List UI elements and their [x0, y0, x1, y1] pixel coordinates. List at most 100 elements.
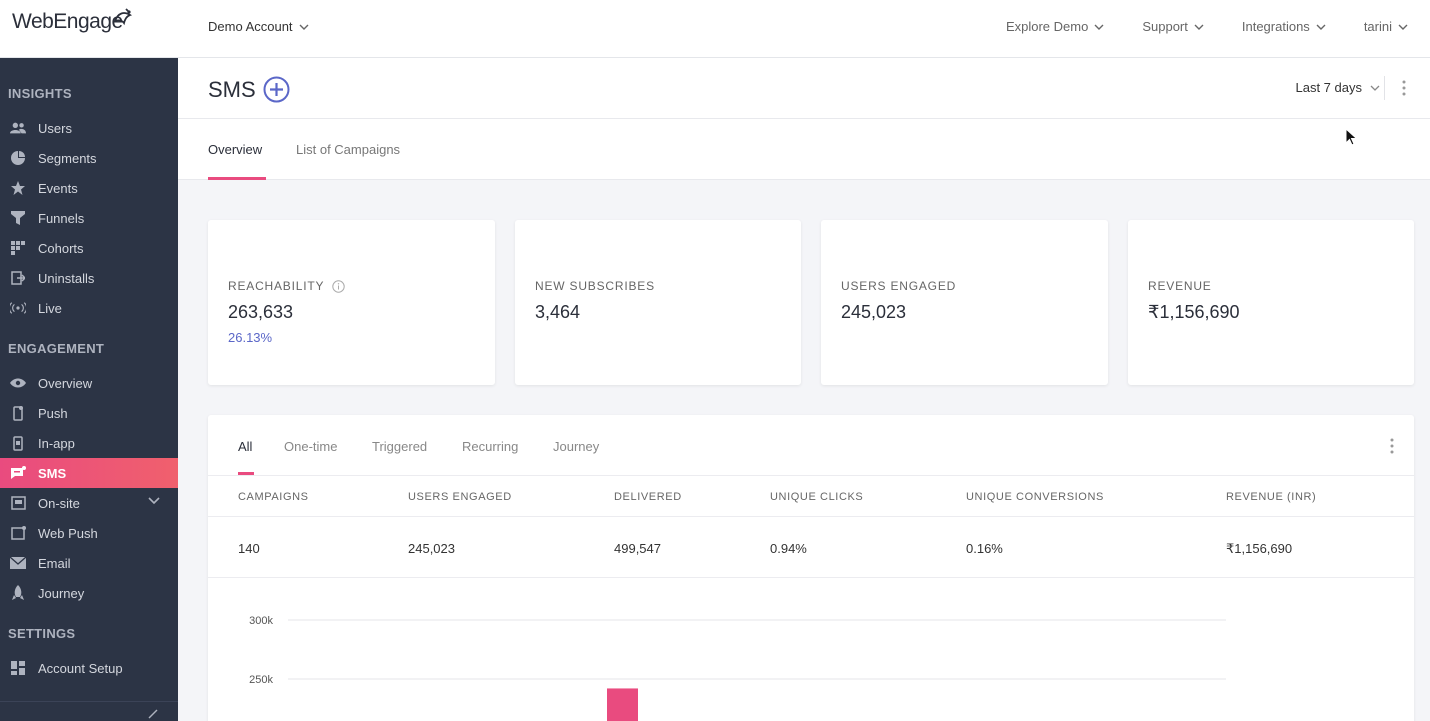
- card-label-text: REACHABILITY: [228, 279, 325, 293]
- sidebar-item-label: Journey: [38, 585, 85, 601]
- sidebar: INSIGHTS Users Segments Events Funnels C…: [0, 58, 178, 721]
- sidebar-item-users[interactable]: Users: [0, 113, 178, 143]
- webengage-logo[interactable]: WebEngage: [12, 8, 133, 34]
- rocket-icon: [10, 585, 26, 601]
- pie-icon: [10, 150, 26, 166]
- sidebar-item-label: On-site: [38, 495, 80, 511]
- card-value: ₹1,156,690: [1148, 302, 1240, 322]
- sidebar-item-web-push[interactable]: Web Push: [0, 518, 178, 548]
- explore-demo-menu[interactable]: Explore Demo: [1006, 19, 1104, 34]
- revenue-card: REVENUE ₹1,156,690: [1128, 220, 1414, 385]
- chevron-down-icon: [1398, 24, 1408, 30]
- value-unique-clicks: 0.94%: [770, 541, 807, 556]
- page-header: SMS Last 7 days: [178, 58, 1430, 119]
- active-tab-indicator: [238, 472, 254, 475]
- sidebar-collapse-bar[interactable]: [0, 701, 178, 721]
- integrations-menu[interactable]: Integrations: [1242, 19, 1326, 34]
- more-options-icon[interactable]: [1402, 80, 1406, 96]
- sidebar-item-sms[interactable]: SMS: [0, 458, 178, 488]
- sidebar-item-overview[interactable]: Overview: [0, 368, 178, 398]
- sidebar-item-segments[interactable]: Segments: [0, 143, 178, 173]
- card-label: REVENUE: [1148, 279, 1212, 293]
- sidebar-item-label: Funnels: [38, 210, 85, 226]
- tab-overview[interactable]: Overview: [208, 142, 263, 157]
- new-subscribes-card: NEW SUBSCRIBES 3,464: [515, 220, 801, 385]
- sidebar-item-label: In-app: [38, 435, 75, 451]
- sidebar-item-label: Events: [38, 180, 78, 196]
- stats-header-row: CAMPAIGNS USERS ENGAGED DELIVERED UNIQUE…: [208, 475, 1414, 517]
- header-users-engaged: USERS ENGAGED: [408, 491, 512, 503]
- star-icon: [10, 180, 26, 196]
- sidebar-item-label: Web Push: [38, 525, 98, 541]
- sidebar-item-label: Push: [38, 405, 68, 421]
- tab-triggered[interactable]: Triggered: [372, 439, 428, 454]
- chevron-down-icon: [1194, 24, 1204, 30]
- sidebar-item-email[interactable]: Email: [0, 548, 178, 578]
- header-unique-clicks: UNIQUE CLICKS: [770, 491, 864, 503]
- card-label: REACHABILITY: [228, 279, 345, 293]
- sidebar-item-account-setup[interactable]: Account Setup: [0, 653, 178, 683]
- more-options-icon[interactable]: [1390, 438, 1394, 454]
- card-value: 263,633: [228, 302, 294, 322]
- chevron-down-icon: [299, 24, 309, 30]
- sidebar-item-in-app[interactable]: In-app: [0, 428, 178, 458]
- sidebar-item-journey[interactable]: Journey: [0, 578, 178, 608]
- section-title-engagement: ENGAGEMENT: [8, 341, 105, 356]
- top-nav: Explore Demo Support Integrations tarini: [1006, 19, 1408, 34]
- card-label: NEW SUBSCRIBES: [535, 279, 655, 293]
- engagement-chart: 300k 250k: [249, 615, 1226, 721]
- page-tabs: Overview List of Campaigns: [178, 119, 1430, 180]
- header-divider: [1384, 76, 1385, 100]
- tab-list-of-campaigns[interactable]: List of Campaigns: [296, 142, 401, 157]
- sidebar-item-uninstalls[interactable]: Uninstalls: [0, 263, 178, 293]
- logo-text: WebEngage: [12, 10, 123, 33]
- broadcast-icon: [10, 300, 26, 316]
- section-title-settings: SETTINGS: [8, 626, 76, 641]
- chart-y-tick-label: 300k: [249, 615, 273, 627]
- nav-label: Integrations: [1241, 19, 1310, 34]
- header-delivered: DELIVERED: [614, 491, 682, 503]
- value-delivered: 499,547: [614, 541, 661, 556]
- account-switcher[interactable]: Demo Account: [208, 19, 309, 34]
- sidebar-item-push[interactable]: Push: [0, 398, 178, 428]
- exit-icon: [10, 270, 26, 286]
- sms-icon: [10, 465, 26, 481]
- date-range-label: Last 7 days: [1295, 80, 1363, 95]
- chevron-down-icon[interactable]: [148, 497, 160, 505]
- sidebar-item-label: Account Setup: [38, 660, 123, 676]
- tab-all[interactable]: All: [238, 439, 253, 454]
- sidebar-item-live[interactable]: Live: [0, 293, 178, 323]
- card-label: USERS ENGAGED: [841, 279, 957, 293]
- chart-bar[interactable]: [607, 688, 638, 721]
- tab-journey[interactable]: Journey: [553, 439, 600, 454]
- collapse-icon[interactable]: [148, 709, 158, 719]
- sidebar-item-on-site[interactable]: On-site: [0, 488, 178, 518]
- tab-recurring[interactable]: Recurring: [462, 439, 519, 454]
- mouse-cursor-icon: [1345, 128, 1358, 146]
- sidebar-item-label: Overview: [38, 375, 93, 391]
- support-menu[interactable]: Support: [1142, 19, 1204, 34]
- sidebar-item-funnels[interactable]: Funnels: [0, 203, 178, 233]
- users-engaged-card: USERS ENGAGED 245,023: [821, 220, 1108, 385]
- nav-label: Support: [1142, 19, 1188, 34]
- card-value: 3,464: [535, 302, 581, 322]
- tablet-icon: [10, 435, 26, 451]
- sidebar-item-label: SMS: [38, 465, 67, 481]
- page-title: SMS: [208, 77, 256, 102]
- date-range-picker[interactable]: Last 7 days: [1296, 80, 1381, 95]
- value-unique-conversions: 0.16%: [966, 541, 1003, 556]
- card-value: 245,023: [841, 302, 907, 322]
- nav-label: tarini: [1363, 19, 1392, 34]
- grid-icon: [10, 240, 26, 256]
- info-icon[interactable]: [332, 279, 345, 293]
- dashboard-icon: [10, 660, 26, 676]
- user-menu[interactable]: tarini: [1364, 19, 1408, 34]
- sidebar-item-label: Cohorts: [38, 240, 84, 256]
- value-revenue: ₹1,156,690: [1226, 541, 1293, 556]
- sidebar-item-cohorts[interactable]: Cohorts: [0, 233, 178, 263]
- sidebar-item-label: Live: [38, 300, 62, 316]
- add-campaign-button[interactable]: [263, 76, 290, 103]
- tab-one-time[interactable]: One-time: [284, 439, 338, 454]
- sidebar-item-events[interactable]: Events: [0, 173, 178, 203]
- header-unique-conversions: UNIQUE CONVERSIONS: [966, 491, 1104, 503]
